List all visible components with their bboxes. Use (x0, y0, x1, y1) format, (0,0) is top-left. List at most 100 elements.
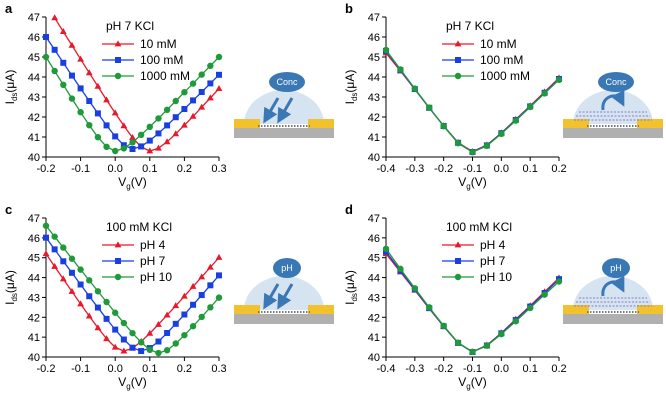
marker (155, 115, 162, 122)
panel-label: a (5, 1, 13, 16)
marker (103, 96, 110, 103)
marker (86, 122, 93, 129)
marker (77, 300, 84, 307)
x-tick-label: 0.2 (177, 163, 192, 175)
marker (60, 244, 67, 251)
y-tick-label: 47 (28, 12, 40, 24)
y-tick-label: 45 (368, 52, 380, 64)
y-axis-label: Ids(μA) (3, 70, 19, 105)
marker (42, 222, 50, 229)
y-tick-label: 41 (368, 132, 380, 144)
marker (94, 134, 102, 141)
marker (129, 329, 136, 337)
x-tick-label: 0.1 (142, 163, 157, 175)
x-tick-label: -0.1 (463, 163, 482, 175)
y-label-main: I (3, 302, 17, 305)
x-label-sub: g (466, 382, 470, 391)
marker (164, 122, 171, 129)
marker (454, 40, 462, 47)
marker (120, 347, 128, 354)
marker (42, 250, 50, 257)
x-tick-label: 0.3 (211, 163, 226, 175)
y-tick-label: 45 (28, 253, 40, 265)
y-tick-label: 43 (28, 92, 40, 104)
y-label-sub: ds (350, 93, 359, 101)
series-line (385, 49, 560, 153)
marker (198, 313, 205, 321)
marker (198, 273, 206, 280)
marker (43, 234, 49, 241)
marker (146, 123, 153, 130)
marker (440, 322, 447, 330)
marker (190, 97, 197, 104)
schematic: Conc (234, 72, 334, 138)
marker (94, 82, 102, 89)
marker (440, 123, 447, 130)
x-axis-label: Vg(V) (118, 375, 146, 391)
x-tick-label: 0.1 (523, 163, 538, 175)
marker (198, 71, 205, 78)
marker (51, 46, 58, 53)
x-tick-label: 0.2 (551, 163, 566, 175)
y-tick-label: 43 (368, 92, 380, 104)
marker (77, 55, 84, 62)
y-tick-label: 41 (368, 332, 380, 344)
marker (164, 329, 171, 336)
x-tick-label: 0.3 (211, 363, 226, 375)
marker (155, 144, 162, 151)
marker (103, 143, 110, 150)
marker (138, 348, 145, 355)
marker (555, 76, 563, 84)
marker (77, 281, 84, 288)
schematic-label: pH (610, 263, 622, 273)
marker (129, 134, 136, 140)
y-tick-label: 43 (368, 292, 380, 304)
y-tick-label: 40 (368, 352, 380, 364)
x-tick-label: 0.0 (494, 363, 509, 375)
x-tick-label: -0.1 (71, 363, 90, 375)
marker (163, 311, 171, 318)
marker (155, 349, 162, 357)
x-label-sub: g (466, 182, 470, 191)
marker (216, 71, 222, 78)
marker (426, 304, 433, 311)
marker (498, 330, 505, 338)
legend-title: 100 mM KCl (446, 220, 512, 234)
marker (129, 146, 136, 152)
y-label-sub: ds (10, 293, 19, 301)
y-label-unit: (μA) (3, 270, 17, 293)
marker (68, 255, 76, 262)
y-axis-label: Ids(μA) (343, 70, 359, 105)
legend-label: pH 10 (140, 270, 172, 284)
y-tick-label: 42 (28, 112, 40, 124)
marker (215, 253, 223, 260)
marker (68, 72, 75, 79)
marker (103, 122, 110, 129)
marker (206, 94, 214, 101)
x-tick-label: -0.2 (434, 363, 453, 375)
y-axis-label: Ids(μA) (3, 270, 19, 305)
y-axis-label: Ids(μA) (343, 270, 359, 305)
x-tick-label: -0.3 (405, 163, 424, 175)
x-tick-label: 0.0 (494, 163, 509, 175)
legend-title: pH 7 KCl (446, 19, 494, 33)
series-line (385, 251, 560, 353)
marker (85, 312, 93, 319)
marker (146, 346, 153, 354)
x-tick-label: 0.1 (142, 363, 157, 375)
marker (85, 69, 93, 76)
schematic-label: pH (281, 263, 293, 273)
marker (526, 103, 534, 111)
marker (454, 339, 462, 346)
marker (137, 339, 145, 346)
marker (94, 304, 101, 311)
y-tick-label: 40 (28, 152, 40, 164)
marker (42, 53, 50, 61)
marker (77, 85, 84, 92)
y-tick-label: 46 (368, 32, 380, 44)
marker (86, 293, 93, 300)
marker (172, 320, 179, 327)
marker (111, 109, 119, 116)
marker (114, 40, 122, 47)
marker (51, 246, 58, 253)
